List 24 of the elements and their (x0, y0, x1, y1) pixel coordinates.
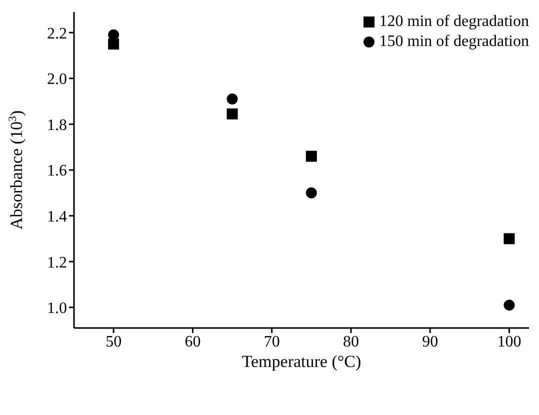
y-tick-label: 1.4 (47, 208, 67, 226)
x-axis-title: Temperature (°C) (242, 352, 362, 371)
x-tick-label: 50 (106, 333, 122, 350)
point (306, 150, 317, 162)
point (108, 29, 120, 40)
y-tick-label: 2.2 (47, 25, 67, 42)
y-tick-label: 1.6 (47, 162, 67, 180)
x-tick-label: 100 (497, 333, 522, 350)
x-tick-label: 70 (264, 333, 280, 350)
x-tick-label: 90 (422, 333, 438, 350)
point (504, 233, 515, 244)
point (226, 94, 238, 105)
legend-label: 150 min of degradation (379, 32, 529, 52)
x-tick-label: 60 (184, 333, 201, 350)
x-tick-label: 80 (342, 333, 359, 350)
y-tick-label: 1.8 (47, 116, 67, 134)
legend-label: 120 min of degradation (379, 12, 529, 32)
point (108, 38, 120, 50)
point (306, 187, 317, 198)
y-tick-label: 2.0 (47, 71, 67, 88)
point (504, 300, 515, 311)
y-tick-label: 1.0 (47, 300, 67, 318)
point (226, 108, 238, 120)
y-tick-label: 1.2 (47, 254, 67, 272)
